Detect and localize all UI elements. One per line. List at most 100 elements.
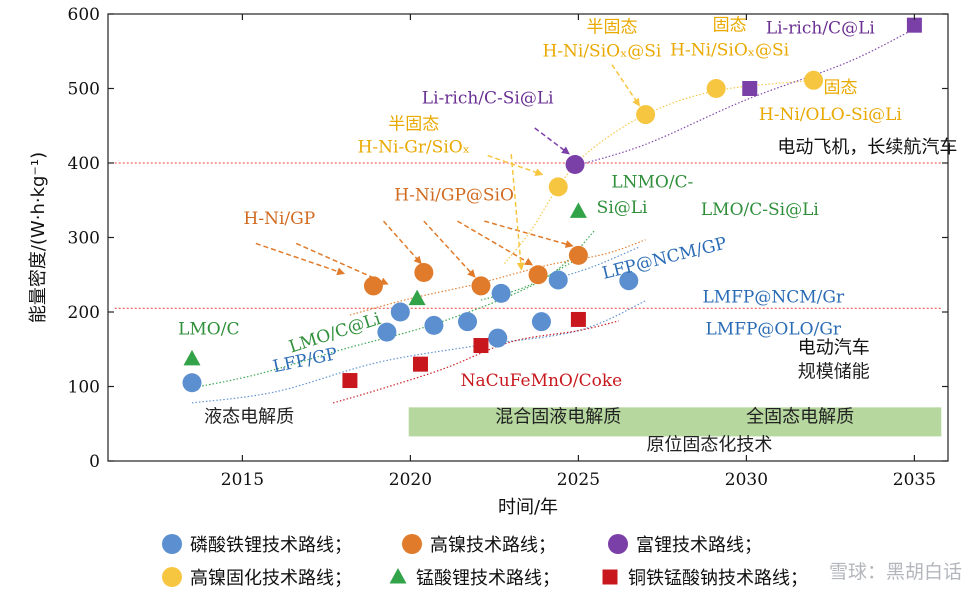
- trend-line-lfp: [191, 300, 646, 404]
- data-point-li_rich: [906, 17, 922, 33]
- data-point-solid_ni: [548, 177, 568, 197]
- x-tick-label: 2030: [725, 470, 768, 490]
- legend-marker-solid_ni: [162, 567, 182, 587]
- data-point-lfp: [390, 302, 410, 322]
- data-label: LMO/C: [178, 319, 239, 339]
- x-tick-label: 2015: [221, 470, 264, 490]
- data-label: H-Ni/SiOₓ@Si: [670, 41, 789, 61]
- zone-label-hybrid: 混合固液电解质: [495, 406, 621, 427]
- legend-marker-lmo: [389, 568, 407, 584]
- annotation-arrow: [382, 220, 422, 265]
- data-point-lfp: [491, 283, 511, 303]
- zone-label-storage: 规模储能: [798, 362, 870, 383]
- data-point-nacu: [342, 373, 358, 389]
- y-tick-label: 600: [68, 5, 100, 25]
- trend-line-ni: [349, 239, 646, 316]
- y-tick-label: 100: [68, 378, 100, 398]
- data-point-lfp: [424, 315, 444, 335]
- x-tick-label: 2020: [389, 470, 432, 490]
- annotation-arrow: [487, 154, 544, 176]
- data-label: LNMO/C-: [611, 173, 693, 193]
- data-point-lmo: [183, 349, 201, 366]
- trend-line-lmo: [480, 257, 579, 301]
- legend-marker-lfp: [162, 534, 182, 554]
- legend-label: 高镍技术路线；: [430, 535, 556, 556]
- annotation-arrow: [484, 220, 574, 248]
- data-label: Si@Li: [597, 198, 648, 218]
- legend-marker-nacu: [602, 569, 618, 585]
- data-label: NaCuFeMnO/Coke: [461, 371, 623, 391]
- data-point-lfp: [548, 270, 568, 290]
- trend-line-li_rich: [571, 28, 915, 168]
- y-tick-label: 500: [68, 80, 100, 100]
- zone-label-solid: 全固态电解质: [746, 406, 854, 427]
- data-point-li_rich: [742, 81, 758, 96]
- annotation-arrow: [457, 220, 534, 266]
- data-label: LMFP@NCM/Gr: [702, 287, 845, 307]
- y-tick-label: 400: [68, 154, 100, 174]
- x-tick-label: 2035: [893, 470, 936, 490]
- legend-label: 高镍固化技术路线；: [190, 568, 352, 589]
- data-point-nacu: [570, 311, 586, 327]
- data-point-ni: [528, 265, 548, 285]
- y-tick-label: 300: [68, 229, 100, 249]
- data-point-nacu: [412, 356, 428, 372]
- data-label: H-Ni/SiOₓ@Si: [542, 41, 661, 61]
- data-point-lfp: [619, 271, 639, 291]
- data-label: 半固态: [388, 114, 439, 134]
- data-label: LMFP@OLO/Gr: [706, 319, 842, 339]
- trend-line-solid_ni: [504, 79, 814, 264]
- legend-marker-li_rich: [608, 534, 628, 554]
- annotation-arrow: [611, 64, 640, 107]
- trend-line-lfp: [561, 246, 640, 278]
- data-label: 固态: [823, 78, 857, 98]
- y-axis-title: 能量密度/(W·h·kg⁻¹): [28, 152, 49, 323]
- x-axis-title: 时间/年: [498, 497, 558, 518]
- data-label: 半固态: [587, 18, 638, 38]
- data-label: LMO/C-Si@Li: [701, 200, 819, 220]
- data-point-lfp: [458, 312, 478, 332]
- reference-line-label: 电动飞机，长续航汽车: [777, 137, 957, 158]
- data-point-ni: [414, 263, 434, 283]
- data-point-lfp: [531, 312, 551, 332]
- legend-label: 铜铁锰酸钠技术路线；: [628, 568, 808, 589]
- electrolyte-band: [408, 407, 942, 437]
- data-point-solid_ni: [706, 79, 726, 98]
- zone-label-insitu: 原位固态化技术: [646, 435, 772, 456]
- data-label: Li-rich/C-Si@Li: [422, 88, 554, 108]
- data-point-solid_ni: [636, 105, 656, 125]
- data-point-ni: [568, 245, 588, 265]
- legend-marker-ni: [402, 534, 422, 554]
- data-point-lfp: [488, 328, 508, 348]
- legend-label: 富锂技术路线；: [636, 535, 762, 556]
- data-point-li_rich: [565, 154, 585, 174]
- data-label: LFP@NCM/GP: [600, 234, 729, 284]
- data-label: Li-rich/C@Li: [766, 18, 876, 38]
- data-point-ni: [363, 276, 383, 296]
- data-label: 固态: [713, 15, 747, 35]
- data-point-nacu: [473, 338, 489, 354]
- data-label: H-Ni/GP: [244, 209, 316, 229]
- data-label: H-Ni-Gr/SiOₓ: [358, 138, 470, 158]
- data-point-ni: [471, 276, 491, 296]
- data-point-lfp: [377, 322, 397, 342]
- data-point-solid_ni: [804, 70, 824, 90]
- reference-line-label: 电动汽车: [798, 337, 870, 358]
- data-point-lmo: [569, 202, 587, 218]
- y-tick-label: 0: [89, 452, 100, 472]
- annotation-arrow: [534, 127, 570, 155]
- data-label: H-Ni/GP@SiO: [394, 185, 514, 205]
- y-tick-label: 200: [68, 303, 100, 323]
- annotation-arrow: [510, 153, 525, 271]
- zone-label-liquid: 液态电解质: [204, 406, 294, 427]
- data-label: H-Ni/OLO-Si@Li: [759, 105, 903, 125]
- legend-label: 锰酸锂技术路线；: [416, 568, 560, 589]
- legend-label: 磷酸铁锂技术路线；: [190, 535, 352, 556]
- annotation-arrow: [255, 242, 346, 276]
- annotation-arrow: [423, 220, 476, 278]
- watermark: 雪球：黑胡白话: [829, 561, 962, 583]
- data-point-lfp: [182, 373, 202, 393]
- x-tick-label: 2025: [557, 470, 600, 490]
- data-point-lmo: [408, 289, 426, 306]
